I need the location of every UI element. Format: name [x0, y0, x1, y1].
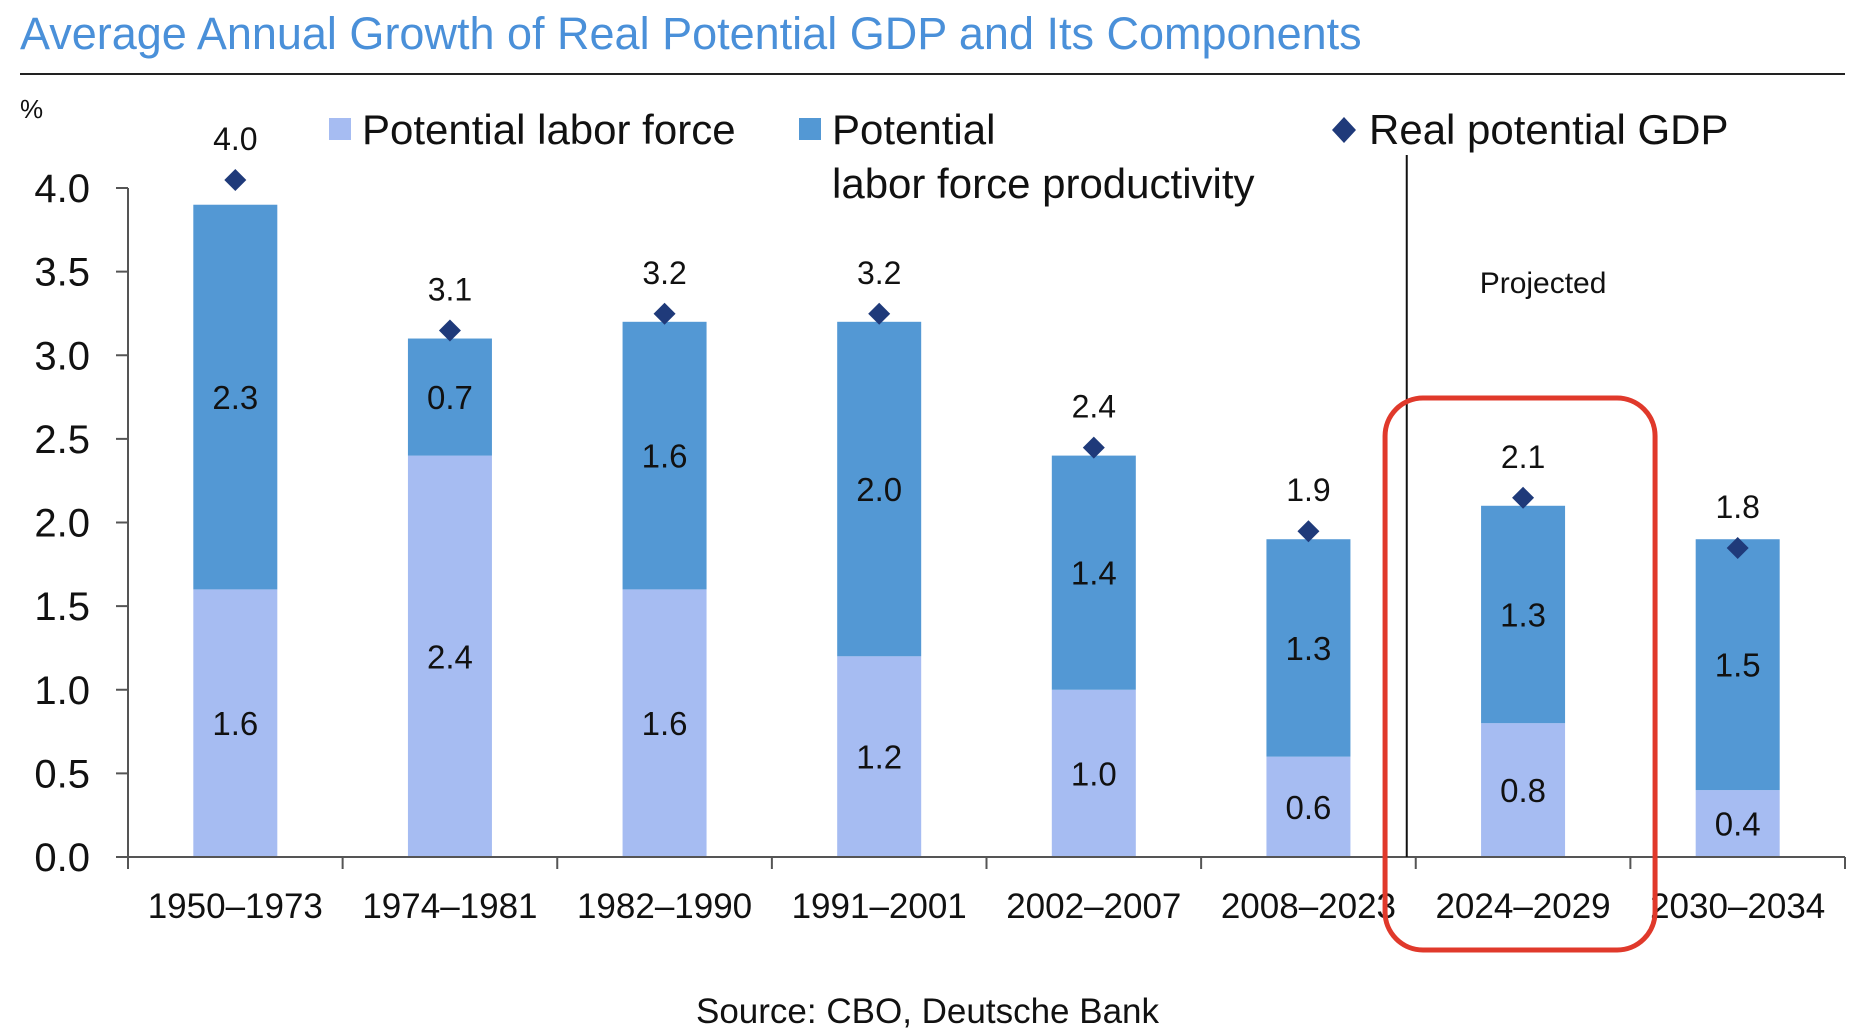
y-tick-label: 3.5 [34, 251, 90, 295]
y-tick-label: 2.5 [34, 418, 90, 462]
y-tick-label: 1.5 [34, 585, 90, 629]
bar-productivity [407, 338, 492, 456]
bar-labor-force [1695, 790, 1780, 857]
x-tick-label: 2030–2034 [1650, 887, 1825, 926]
data-label-productivity: 0.7 [427, 379, 473, 416]
bar-productivity [1266, 539, 1351, 757]
y-tick-label: 1.0 [34, 669, 90, 713]
x-tick-label: 1982–1990 [577, 887, 752, 926]
gdp-value-label: 3.2 [857, 255, 901, 291]
data-label-productivity: 1.3 [1286, 630, 1332, 667]
data-label-labor-force: 0.4 [1715, 806, 1761, 843]
data-label-productivity: 1.5 [1715, 647, 1761, 684]
gdp-value-label: 2.1 [1501, 439, 1545, 475]
gdp-value-label: 1.9 [1286, 472, 1330, 508]
bar-productivity [193, 204, 278, 590]
data-label-productivity: 1.4 [1071, 555, 1117, 592]
legend-marker-gdp [1332, 117, 1356, 143]
data-label-labor-force: 1.2 [856, 739, 902, 776]
x-tick-label: 2008–2023 [1221, 887, 1396, 926]
chart-title: Average Annual Growth of Real Potential … [20, 8, 1362, 59]
gdp-value-label: 1.8 [1715, 489, 1759, 525]
y-tick-label: 0.0 [34, 836, 90, 880]
chart: % 0.0 0.5 1.0 1.5 2.0 2.5 3.0 3.5 4.0 1.6 2.3 2.4 0.7… [20, 94, 1846, 953]
legend-label-gdp: Real potential GDP [1369, 106, 1729, 153]
y-tick-label: 2.0 [34, 502, 90, 546]
y-tick-label: 3.0 [34, 334, 90, 378]
gdp-value-label: 3.1 [428, 272, 472, 308]
legend-label-labor-force: Potential labor force [362, 106, 736, 153]
gdp-marker [1297, 520, 1320, 543]
gdp-marker [438, 319, 461, 342]
y-tick-label: 0.5 [34, 752, 90, 796]
bar-labor-force [622, 589, 707, 857]
x-tick-label: 1974–1981 [362, 887, 537, 926]
legend-swatch-productivity [799, 118, 821, 140]
gdp-marker [653, 302, 676, 325]
gdp-marker [1726, 536, 1749, 559]
bar-labor-force [1051, 689, 1136, 857]
data-label-productivity: 1.3 [1500, 596, 1546, 633]
bar-labor-force [837, 656, 922, 857]
legend-label-productivity-line2: labor force productivity [832, 160, 1255, 207]
x-tick-label: 1950–1973 [148, 887, 323, 926]
bar-productivity [1695, 539, 1780, 791]
bar-productivity [837, 321, 922, 657]
data-label-labor-force: 1.6 [642, 705, 688, 742]
gdp-value-label: 4.0 [213, 121, 257, 157]
legend-label-productivity: Potential [832, 106, 995, 153]
gdp-marker [1512, 486, 1535, 509]
source-note: Source: CBO, Deutsche Bank [696, 992, 1159, 1031]
bar-productivity [1481, 505, 1566, 724]
data-label-productivity: 2.3 [212, 379, 258, 416]
data-label-productivity: 1.6 [642, 438, 688, 475]
x-tick-label: 1991–2001 [792, 887, 967, 926]
data-label-labor-force: 1.0 [1071, 755, 1117, 792]
gdp-value-label: 3.2 [642, 255, 686, 291]
data-label-productivity: 2.0 [856, 471, 902, 508]
bar-labor-force [1266, 756, 1351, 857]
title-underline [20, 73, 1845, 75]
y-tick-label: 4.0 [34, 167, 90, 211]
data-label-labor-force: 0.6 [1286, 789, 1332, 826]
x-tick-label: 2002–2007 [1006, 887, 1181, 926]
bar-productivity [622, 321, 707, 590]
data-label-labor-force: 1.6 [212, 705, 258, 742]
highlight-box [1382, 395, 1658, 953]
gdp-marker [868, 302, 891, 325]
gdp-marker [1082, 436, 1105, 459]
bar-labor-force [193, 589, 278, 857]
x-tick-label: 2024–2029 [1435, 887, 1610, 926]
gdp-marker [224, 169, 247, 191]
data-label-labor-force: 0.8 [1500, 772, 1546, 809]
data-label-labor-force: 2.4 [427, 638, 473, 675]
gdp-value-label: 2.4 [1072, 389, 1116, 425]
legend-swatch-labor-force [329, 118, 351, 140]
y-axis-label: % [20, 94, 43, 124]
bar-labor-force [1481, 723, 1566, 857]
bar-productivity [1051, 455, 1136, 690]
projected-annotation: Projected [1480, 267, 1607, 300]
bar-labor-force [407, 455, 492, 857]
